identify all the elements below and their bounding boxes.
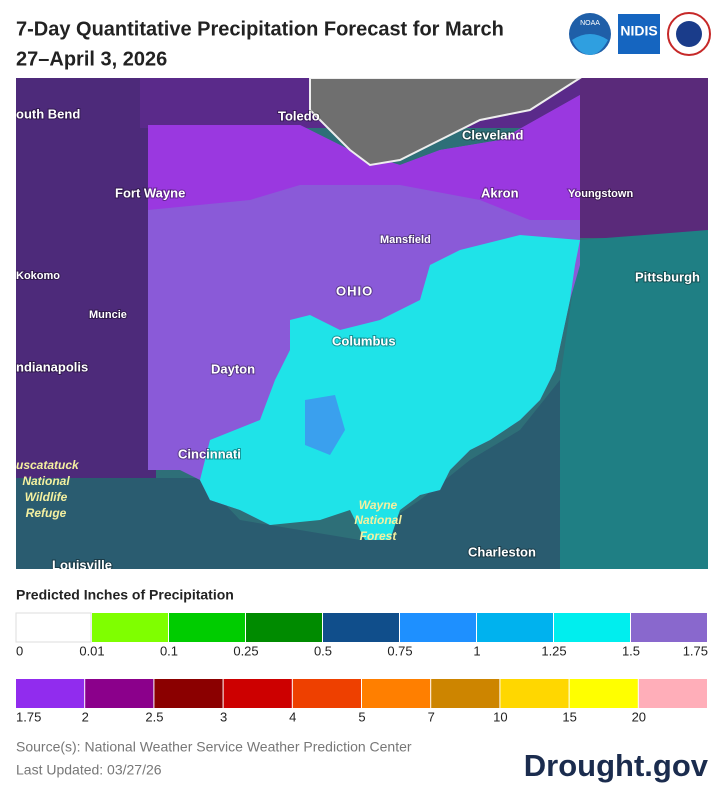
park-label: uscatatuck xyxy=(16,458,80,472)
city-label: outh Bend xyxy=(16,106,80,121)
legend-swatch xyxy=(638,679,707,708)
legend-swatch xyxy=(323,613,399,642)
city-label: Pittsburgh xyxy=(635,269,700,284)
city-label: Akron xyxy=(481,185,519,200)
state-label: OHIO xyxy=(336,283,373,298)
legend-label: 0.5 xyxy=(314,643,332,658)
city-label: Columbus xyxy=(332,333,396,348)
legend-swatch xyxy=(223,679,292,708)
source: Source(s): National Weather Service Weat… xyxy=(16,739,412,755)
legend-swatch xyxy=(15,612,92,643)
city-label: Fort Wayne xyxy=(115,185,185,200)
legend-label: 1 xyxy=(473,643,480,658)
legend-swatch xyxy=(500,679,569,708)
park-label: National xyxy=(22,474,70,488)
legend-label: 3 xyxy=(220,709,227,724)
legend-label: 1.25 xyxy=(541,643,566,658)
legend-label: 2.5 xyxy=(145,709,163,724)
legend-label: 7 xyxy=(428,709,435,724)
city-label: Youngstown xyxy=(568,188,633,200)
legend-label: 1.75 xyxy=(16,709,41,724)
park-label: National xyxy=(354,513,402,527)
legend-swatch xyxy=(246,613,322,642)
park-label: Refuge xyxy=(26,506,67,520)
legend-swatch xyxy=(16,679,85,708)
city-label: ndianapolis xyxy=(16,359,88,374)
legend-swatch xyxy=(154,679,223,708)
legend-label: 0.1 xyxy=(160,643,178,658)
city-label: Mansfield xyxy=(380,234,431,246)
park-label: Forest xyxy=(360,529,398,543)
legend-swatch xyxy=(569,679,638,708)
legend-label: 1.5 xyxy=(622,643,640,658)
logos: NOAA NIDIS xyxy=(569,12,711,56)
legend-swatch xyxy=(292,679,361,708)
legend-swatch xyxy=(362,679,431,708)
city-label: Charleston xyxy=(468,544,536,559)
legend-label: 5 xyxy=(358,709,365,724)
legend-swatch xyxy=(92,613,168,642)
logo-text: NIDIS xyxy=(620,23,657,39)
city-label: Muncie xyxy=(89,309,127,321)
legend-swatch xyxy=(85,679,154,708)
title-line: 27–April 3, 2026 xyxy=(16,48,167,70)
legend-label: 0.25 xyxy=(233,643,258,658)
legend-label: 10 xyxy=(493,709,507,724)
legend-swatch xyxy=(477,613,553,642)
city-label: Cincinnati xyxy=(178,446,241,461)
legend-swatch xyxy=(400,613,476,642)
city-label: Dayton xyxy=(211,361,255,376)
city-label: Cleveland xyxy=(462,127,523,142)
legend-label: 1.75 xyxy=(683,643,708,658)
updated: Last Updated: 03/27/26 xyxy=(16,762,162,778)
legend-swatch xyxy=(431,679,500,708)
park-label: Wildlife xyxy=(25,490,68,504)
brand: Drought.gov xyxy=(524,748,709,783)
map: outh Bend Toledo Cleveland Fort Wayne Ak… xyxy=(16,78,708,572)
legend-label: 4 xyxy=(289,709,296,724)
city-label: Toledo xyxy=(278,108,320,123)
legend-title: Predicted Inches of Precipitation xyxy=(16,587,234,603)
legend-swatch xyxy=(631,613,707,642)
title-line: 7-Day Quantitative Precipitation Forecas… xyxy=(16,18,504,40)
city-label: Louisville xyxy=(52,557,112,572)
logo-text: NOAA xyxy=(580,20,600,27)
legend-swatch xyxy=(554,613,630,642)
park-label: Wayne xyxy=(359,498,398,512)
legend-label: 0.75 xyxy=(387,643,412,658)
legend-label: 20 xyxy=(632,709,646,724)
legend-label: 2 xyxy=(82,709,89,724)
legend-swatch xyxy=(169,613,245,642)
legend: 0 0.01 0.1 0.25 0.5 0.75 1 1.25 1.5 1.75 1.75 2 2.5 3… xyxy=(15,612,708,724)
city-label: Kokomo xyxy=(16,270,60,282)
legend-label: 0 xyxy=(16,643,23,658)
legend-label: 15 xyxy=(562,709,576,724)
legend-label: 0.01 xyxy=(79,643,104,658)
